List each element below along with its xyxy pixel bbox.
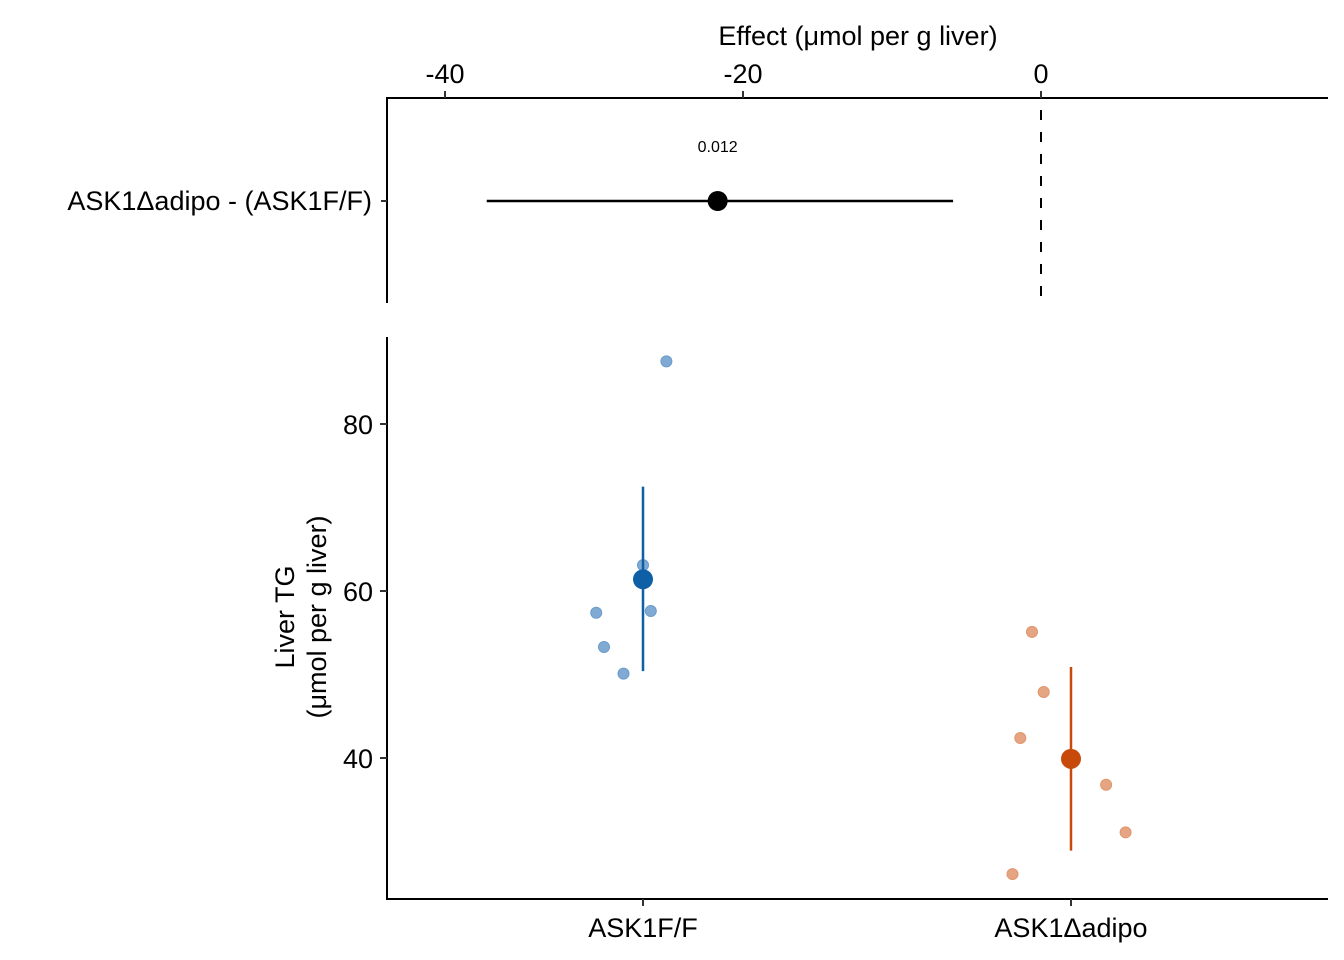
response-y-tick-label: 60 [343, 577, 373, 607]
effect-axis-title: Effect (μmol per g liver) [718, 21, 997, 51]
data-point [1119, 826, 1132, 839]
effect-x-tick-label: -20 [723, 59, 762, 89]
group-mean-point [633, 569, 653, 590]
data-point [1100, 778, 1113, 791]
group-1 [1006, 625, 1132, 881]
data-point [617, 667, 630, 680]
y-axis-title-line-2: (μmol per g liver) [302, 515, 332, 718]
data-point [1006, 868, 1019, 881]
data-point [1026, 625, 1038, 638]
group-mean-point [1061, 748, 1081, 769]
effect-x-tick-label: 0 [1033, 59, 1048, 89]
response-y-axis-title: Liver TG (μmol per g liver) [270, 515, 332, 718]
effect-panel: Effect (μmol per g liver) -40 -20 0 ASK1Δa… [67, 21, 1328, 305]
group-0 [590, 355, 673, 680]
response-y-tick-label: 80 [343, 410, 373, 440]
response-x-tick-label: ASK1Δadipo [994, 913, 1147, 943]
p-value-label: 0.012 [698, 139, 738, 156]
effect-estimate-point [707, 191, 728, 211]
y-axis-title-line-1: Liver TG [270, 565, 300, 668]
response-y-tick-label: 40 [343, 744, 373, 774]
data-point [1014, 731, 1027, 744]
data-point [660, 355, 673, 368]
response-panel: 40 60 80 ASK1F/F ASK1Δadipo Liver TG (μmol … [270, 337, 1328, 943]
data-point [644, 605, 657, 618]
data-point [1037, 686, 1050, 699]
data-point [590, 606, 603, 619]
effect-row-label: ASK1Δadipo - (ASK1F/F) [67, 186, 372, 216]
effect-x-tick-label: -40 [425, 59, 464, 89]
data-point [598, 640, 610, 653]
response-x-tick-label: ASK1F/F [588, 913, 698, 943]
